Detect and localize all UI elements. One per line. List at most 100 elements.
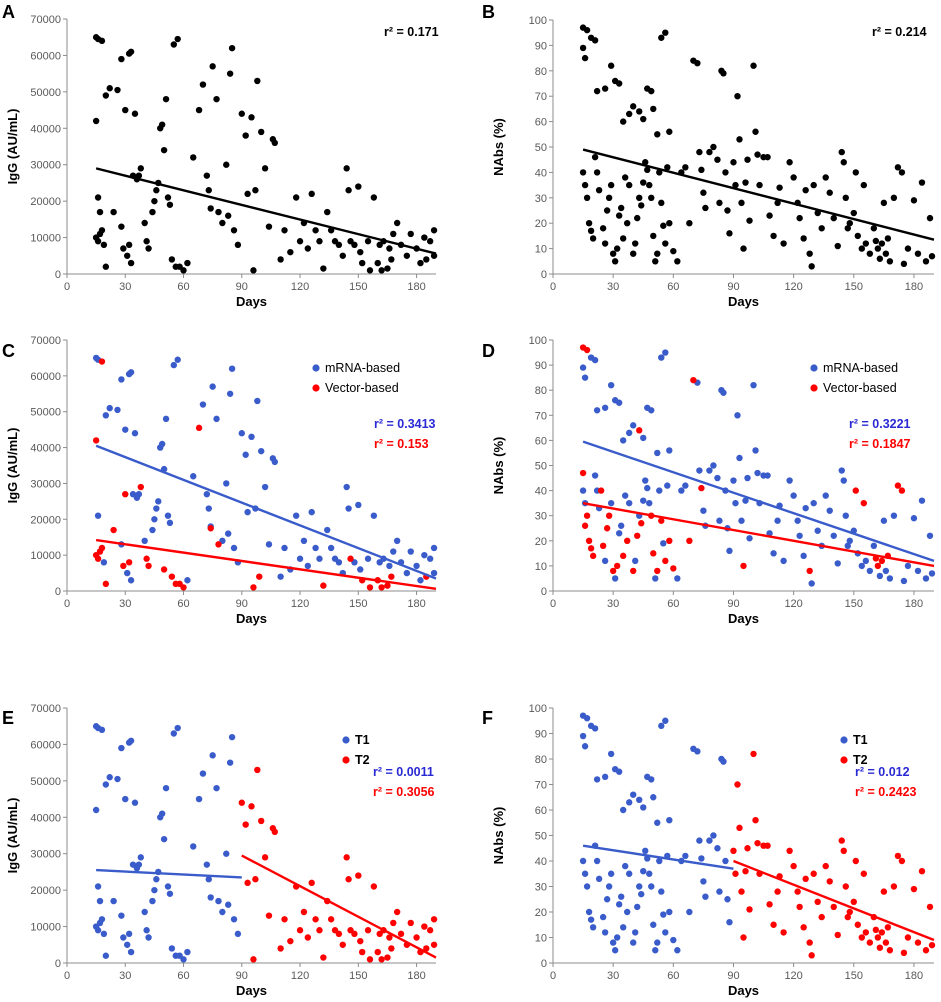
data-point xyxy=(166,890,174,897)
data-point xyxy=(230,227,238,234)
data-point xyxy=(786,477,793,484)
data-point xyxy=(730,847,737,854)
data-point xyxy=(390,919,397,927)
data-point xyxy=(209,63,216,70)
data-point xyxy=(393,908,401,916)
x-axis-title: Days xyxy=(236,611,267,626)
data-point xyxy=(386,562,393,570)
data-point xyxy=(750,750,757,758)
data-point xyxy=(141,908,148,916)
x-tick-label: 120 xyxy=(291,970,309,982)
data-point xyxy=(292,512,300,519)
data-point xyxy=(110,526,117,534)
data-point xyxy=(141,537,148,544)
data-point xyxy=(355,183,362,190)
data-point xyxy=(796,214,803,222)
data-point xyxy=(605,194,613,201)
data-point xyxy=(858,934,866,941)
data-point xyxy=(790,492,797,499)
data-point xyxy=(219,219,226,227)
r-squared-label: r² = 0.3413 xyxy=(374,417,436,431)
data-point xyxy=(583,883,591,890)
data-point xyxy=(180,956,187,963)
x-tick-label: 60 xyxy=(667,970,679,982)
data-point xyxy=(918,497,926,504)
data-point xyxy=(180,267,187,274)
data-point xyxy=(862,240,870,247)
data-point xyxy=(904,245,912,252)
data-point xyxy=(199,770,207,777)
data-point xyxy=(137,483,144,491)
legend-label: Vector-based xyxy=(325,381,399,395)
data-point xyxy=(258,128,265,136)
data-point xyxy=(726,547,733,555)
series-t1 xyxy=(92,723,242,963)
data-point xyxy=(579,857,587,865)
data-point xyxy=(164,883,172,890)
y-tick-label: 70000 xyxy=(30,703,61,715)
data-point xyxy=(720,389,727,396)
data-point xyxy=(607,870,615,877)
y-tick-label: 60 xyxy=(535,117,547,129)
data-point xyxy=(630,422,637,429)
data-point xyxy=(634,214,641,222)
data-point xyxy=(884,924,892,931)
y-tick-label: 30 xyxy=(535,193,547,205)
data-point xyxy=(226,759,234,766)
data-point xyxy=(617,522,625,529)
data-point xyxy=(256,573,263,580)
data-point xyxy=(800,235,807,242)
data-point xyxy=(583,194,591,201)
legend-label: mRNA-based xyxy=(325,361,400,375)
data-point xyxy=(880,199,888,207)
y-tick-label: 100 xyxy=(529,15,547,27)
x-tick-label: 180 xyxy=(407,970,425,982)
data-point xyxy=(630,567,637,575)
y-tick-label: 50 xyxy=(535,142,547,154)
data-point xyxy=(351,930,358,938)
data-point xyxy=(764,153,771,161)
y-tick-label: 20000 xyxy=(30,885,61,897)
data-point xyxy=(106,774,113,781)
data-point xyxy=(686,537,693,544)
y-tick-label: 10000 xyxy=(30,233,61,245)
data-point xyxy=(94,555,102,562)
y-tick-label: 50 xyxy=(535,831,547,843)
data-point xyxy=(814,527,821,534)
data-point xyxy=(149,208,156,216)
data-point xyxy=(605,883,613,890)
data-point xyxy=(603,207,611,214)
legend-marker xyxy=(342,736,350,744)
data-point xyxy=(862,557,870,565)
data-point xyxy=(215,541,222,548)
data-point xyxy=(170,41,178,48)
data-point xyxy=(585,908,593,916)
data-point xyxy=(320,954,327,961)
data-point xyxy=(413,934,420,941)
y-tick-label: 70 xyxy=(535,91,547,103)
data-point xyxy=(700,507,707,514)
data-point xyxy=(640,804,647,811)
data-point xyxy=(417,259,424,267)
data-point xyxy=(878,557,886,565)
y-tick-label: 10000 xyxy=(30,922,61,934)
y-tick-label: 60 xyxy=(535,805,547,817)
data-point xyxy=(752,128,759,135)
panel-letter-e: E xyxy=(2,708,14,728)
data-point xyxy=(872,237,880,245)
data-point xyxy=(740,562,747,570)
data-point xyxy=(860,870,868,877)
y-tick-label: 30000 xyxy=(30,849,61,861)
data-point xyxy=(746,535,753,542)
data-point xyxy=(880,888,888,895)
data-point xyxy=(312,916,319,923)
data-point xyxy=(844,913,851,921)
data-point xyxy=(170,730,178,737)
data-point xyxy=(388,945,395,952)
data-point xyxy=(593,857,601,865)
data-point xyxy=(591,356,599,364)
x-tick-label: 30 xyxy=(119,598,131,610)
data-point xyxy=(180,584,187,591)
data-point xyxy=(886,575,894,582)
data-point xyxy=(634,903,641,911)
